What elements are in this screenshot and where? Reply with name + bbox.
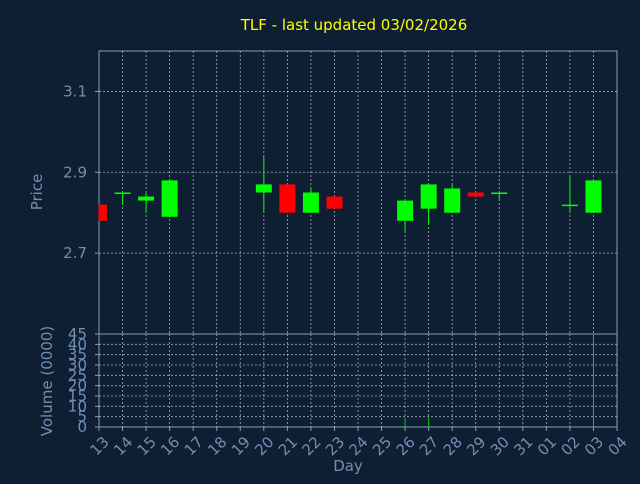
x-tick-label: 25 xyxy=(369,433,395,459)
volume-tick-label: 0 xyxy=(77,418,87,436)
candle-body xyxy=(279,184,296,213)
volume-tick-label: 40 xyxy=(68,335,87,353)
x-tick-label: 27 xyxy=(416,433,442,459)
price-tick-label: 2.9 xyxy=(63,163,87,181)
volume-axis-label: Volume (0000) xyxy=(38,326,56,436)
candle-body xyxy=(467,192,484,197)
x-tick-label: 28 xyxy=(440,433,466,459)
x-tick-label: 31 xyxy=(510,433,536,459)
x-tick-label: 24 xyxy=(346,433,372,459)
x-tick-label: 02 xyxy=(557,433,583,459)
candle-body xyxy=(114,192,131,194)
price-tick-label: 2.7 xyxy=(63,244,87,262)
x-tick-label: 16 xyxy=(157,433,183,459)
x-tick-label: 22 xyxy=(298,433,324,459)
x-tick-label: 20 xyxy=(251,433,277,459)
x-tick-label: 19 xyxy=(228,433,254,459)
candle-body xyxy=(397,200,414,221)
x-tick-label: 18 xyxy=(204,433,230,459)
x-tick-label: 17 xyxy=(181,433,207,459)
candle-body xyxy=(99,204,107,221)
candle-body xyxy=(302,192,319,213)
x-axis-label: Day xyxy=(333,457,363,475)
volume-tick-label: 35 xyxy=(68,346,87,364)
x-tick-label: 14 xyxy=(110,433,136,459)
volume-tick-label: 20 xyxy=(68,377,87,395)
candle-body xyxy=(420,184,437,209)
x-tick-label: 04 xyxy=(605,433,631,459)
candle-body xyxy=(255,184,272,193)
volume-tick-label: 25 xyxy=(68,366,87,384)
candle-body xyxy=(491,192,508,194)
x-tick-label: 03 xyxy=(581,433,607,459)
x-tick-label: 15 xyxy=(134,433,160,459)
x-tick-label: 21 xyxy=(275,433,301,459)
candle-body xyxy=(585,180,602,213)
chart-marks xyxy=(98,156,602,427)
x-tick-label: 01 xyxy=(534,433,560,459)
volume-tick-label: 10 xyxy=(68,397,87,415)
candle-body xyxy=(444,188,461,213)
candle-body xyxy=(561,204,578,207)
price-tick-label: 3.1 xyxy=(63,82,87,100)
volume-tick-label: 45 xyxy=(68,325,87,343)
candle-body xyxy=(138,196,155,201)
x-tick-label: 13 xyxy=(87,433,113,459)
volume-tick-label: 15 xyxy=(68,387,87,405)
x-tick-label: 26 xyxy=(393,433,419,459)
price-axis-label: Price xyxy=(28,174,46,211)
x-tick-label: 30 xyxy=(487,433,513,459)
chart-title: TLF - last updated 03/02/2026 xyxy=(240,16,468,34)
x-tick-label: 23 xyxy=(322,433,348,459)
candle-body xyxy=(161,180,178,217)
x-tick-label: 29 xyxy=(463,433,489,459)
volume-tick-label: 5 xyxy=(77,408,87,426)
candle-body xyxy=(326,196,343,209)
volume-tick-label: 30 xyxy=(68,356,87,374)
